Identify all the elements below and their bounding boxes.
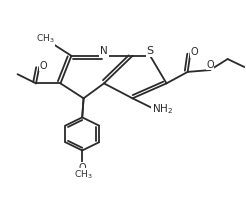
Text: CH$_3$: CH$_3$ <box>74 168 92 181</box>
Text: NH$_2$: NH$_2$ <box>152 102 173 116</box>
Text: S: S <box>147 46 154 56</box>
Text: O: O <box>39 61 47 71</box>
Text: O: O <box>206 60 214 70</box>
Text: O: O <box>190 47 198 57</box>
Text: N: N <box>100 46 108 56</box>
Text: O: O <box>78 163 86 173</box>
Text: CH$_3$: CH$_3$ <box>36 33 54 45</box>
